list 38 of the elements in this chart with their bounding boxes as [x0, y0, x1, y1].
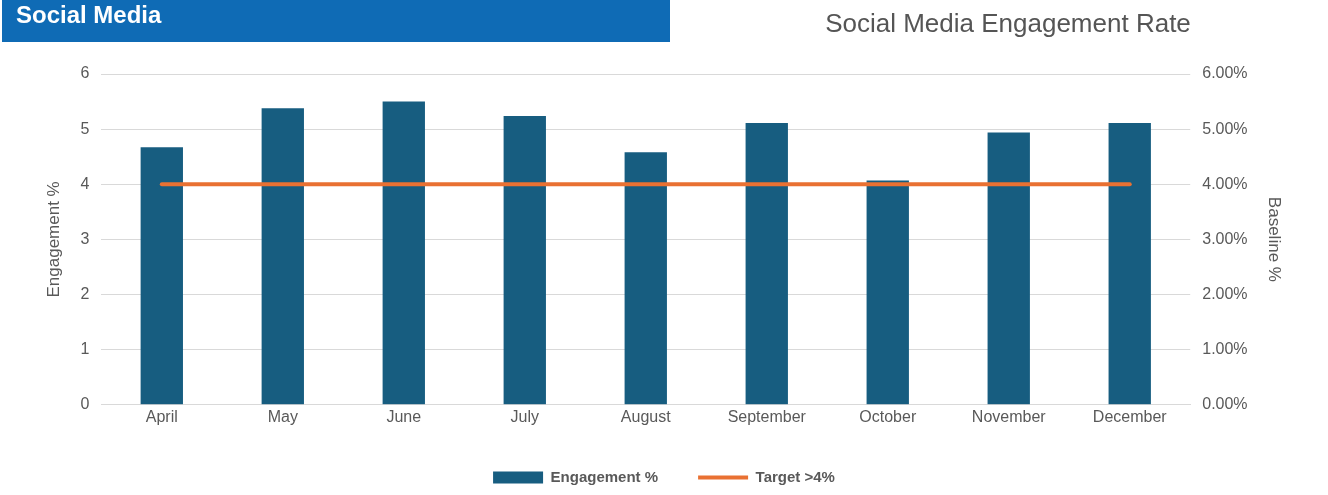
- y-axis-title: Engagement %: [43, 181, 63, 298]
- y2-tick-label: 1.00%: [1202, 340, 1248, 358]
- y-tick-label: 2: [80, 284, 90, 302]
- legend-label: Target >4%: [755, 467, 835, 485]
- bar: [745, 123, 788, 405]
- y2-tick-label: 3.00%: [1202, 229, 1248, 247]
- x-tick-label: July: [510, 407, 539, 425]
- x-tick-label: November: [971, 407, 1047, 425]
- y-tick-label: 0: [80, 395, 90, 413]
- bar: [624, 152, 667, 405]
- y2-tick-label: 2.00%: [1202, 284, 1248, 302]
- chart-title: Social Media Engagement Rate: [824, 8, 1192, 39]
- legend-label: Engagement %: [550, 467, 659, 485]
- y2-tick-label: 4.00%: [1202, 174, 1248, 192]
- y-tick-label: 4: [80, 174, 90, 192]
- bar: [866, 180, 909, 405]
- y-tick-label: 6: [80, 64, 90, 82]
- bar: [261, 108, 304, 405]
- bar: [140, 147, 183, 405]
- y2-tick-label: 0.00%: [1202, 395, 1248, 413]
- text: Social Media: [2, 0, 670, 42]
- x-tick-label: September: [727, 407, 807, 425]
- x-tick-label: June: [386, 407, 422, 425]
- x-tick-label: August: [620, 407, 672, 425]
- bar: [382, 101, 425, 405]
- y-tick-label: 3: [80, 229, 90, 247]
- y-tick-label: 5: [80, 119, 90, 137]
- x-tick-label: October: [859, 407, 917, 425]
- bar: [1108, 123, 1151, 405]
- y-tick-label: 1: [80, 340, 90, 358]
- x-tick-label: May: [267, 407, 298, 425]
- y2-tick-label: 5.00%: [1202, 119, 1248, 137]
- bar: [987, 132, 1030, 405]
- x-tick-label: December: [1092, 407, 1168, 425]
- x-tick-label: April: [145, 407, 178, 425]
- y2-tick-label: 6.00%: [1202, 64, 1248, 82]
- y2-axis-title: Baseline %: [1265, 196, 1285, 282]
- bar: [503, 115, 546, 405]
